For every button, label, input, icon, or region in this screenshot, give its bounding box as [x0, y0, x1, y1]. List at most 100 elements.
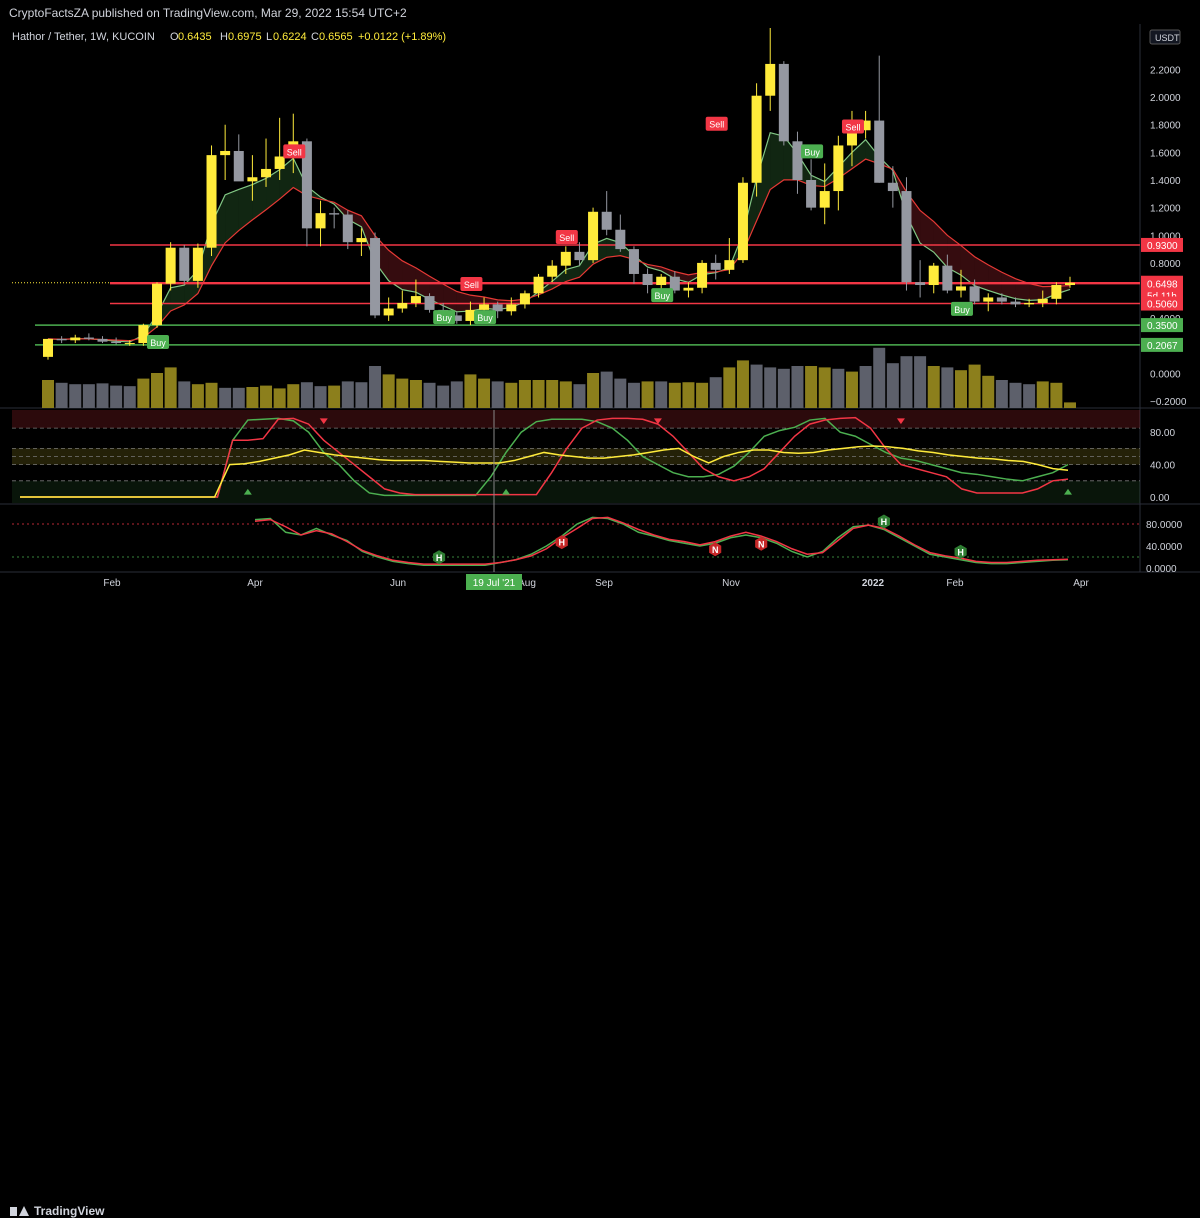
volume-bar	[614, 379, 626, 408]
candle-body	[356, 238, 366, 242]
signal-label: Buy	[150, 338, 166, 348]
volume-bar	[246, 387, 258, 408]
candle-body	[738, 183, 748, 260]
osc2-tick-label: 80.0000	[1146, 520, 1183, 531]
oscillator-pane-1[interactable]	[12, 410, 1140, 572]
volume-bar	[737, 360, 749, 408]
time-tick-label: Sep	[595, 578, 613, 589]
volume-bar	[601, 372, 613, 408]
tradingview-logo[interactable]: TradingView	[10, 1204, 104, 1218]
candle-body	[683, 288, 693, 291]
volume-bar	[192, 384, 204, 408]
candle-body	[602, 212, 612, 230]
candle-body	[316, 213, 326, 228]
candle-body	[166, 248, 176, 284]
candle-body	[820, 191, 830, 208]
trend-cloud-segment	[239, 185, 253, 231]
volume-bar	[533, 380, 545, 408]
candle-body	[98, 339, 108, 342]
volume-bar	[328, 386, 340, 408]
volume-bar	[928, 366, 940, 408]
volume-bar	[982, 376, 994, 408]
price-tick-label: 1.8000	[1150, 121, 1181, 132]
volume-bar	[873, 348, 885, 408]
time-tick-label: Feb	[946, 578, 964, 589]
candle-body	[261, 169, 271, 177]
candle-body	[1038, 299, 1048, 303]
candle-body	[84, 338, 94, 339]
volume-bar	[696, 383, 708, 408]
volume-bar	[396, 379, 408, 408]
candle-body	[942, 266, 952, 291]
candle-body	[479, 304, 489, 310]
volume-bar	[969, 365, 981, 408]
tradingview-brand: TradingView	[34, 1204, 104, 1218]
ohlc-change: +0.0122 (+1.89%)	[358, 31, 446, 43]
volume-bar	[83, 384, 95, 408]
price-axis[interactable]: 2.20002.00001.80001.60001.40001.20001.00…	[1141, 65, 1187, 575]
time-tick-label: 2022	[862, 578, 885, 589]
signal-label: Sell	[709, 120, 724, 130]
time-tick-label: Apr	[1073, 578, 1089, 589]
osc1-tick-label: 40.00	[1150, 461, 1175, 472]
ohlc-high-label: H	[220, 31, 228, 43]
volume-bar	[832, 369, 844, 408]
volume-bar	[451, 381, 463, 408]
volume-bar	[791, 366, 803, 408]
volume-bar	[914, 356, 926, 408]
volume-bar	[42, 380, 54, 408]
volume-bar	[219, 388, 231, 408]
volume-bar	[124, 386, 136, 408]
volume-bar	[97, 383, 109, 408]
volume-bar	[478, 379, 490, 408]
volume-bar	[56, 383, 68, 408]
volume-bar	[437, 386, 449, 408]
tradingview-logo-icon	[10, 1205, 28, 1217]
candle-body	[384, 309, 394, 316]
candle-body	[561, 252, 571, 266]
candle-body	[929, 266, 939, 285]
currency-badge[interactable]: USDT	[1150, 30, 1180, 44]
candle-body	[997, 297, 1007, 301]
candle-body	[411, 296, 421, 303]
trend-cloud-segment	[171, 285, 185, 311]
candle-body	[888, 183, 898, 191]
volume-bar	[710, 377, 722, 408]
price-tick-label: 1.6000	[1150, 148, 1181, 159]
volume-bar	[723, 367, 735, 408]
signal-label: Buy	[654, 291, 670, 301]
ohlc-open: 0.6435	[178, 31, 212, 43]
volume-bar	[1023, 384, 1035, 408]
candle-body	[370, 238, 380, 315]
candle-body	[220, 151, 230, 155]
candle-body	[752, 96, 762, 183]
candle-body	[615, 230, 625, 249]
candle-body	[343, 215, 353, 243]
trend-cloud-segment	[225, 189, 239, 242]
volume-bar	[669, 383, 681, 408]
volume-bar	[410, 380, 422, 408]
candle-body	[915, 282, 925, 285]
osc2-signal-letter: H	[957, 547, 964, 557]
candle-body	[506, 304, 516, 311]
candle-body	[765, 64, 775, 96]
volume-bar	[900, 356, 912, 408]
candle-body	[983, 297, 993, 301]
osc2-signal-letter: H	[881, 517, 888, 527]
ohlc-low-label: L	[266, 31, 272, 43]
candle-body	[152, 284, 162, 325]
candle-body	[520, 293, 530, 304]
time-tick-label: Apr	[247, 578, 263, 589]
volume-bar	[751, 365, 763, 408]
candle-body	[724, 260, 734, 270]
trend-cloud-segment	[1002, 272, 1016, 298]
ohlc-low: 0.6224	[273, 31, 307, 43]
price-tick-label: 2.0000	[1150, 93, 1181, 104]
volume-bar	[165, 367, 177, 408]
crosshair-date-label: 19 Jul '21	[473, 578, 516, 589]
volume-bar	[560, 381, 572, 408]
candle-body	[1051, 285, 1061, 299]
